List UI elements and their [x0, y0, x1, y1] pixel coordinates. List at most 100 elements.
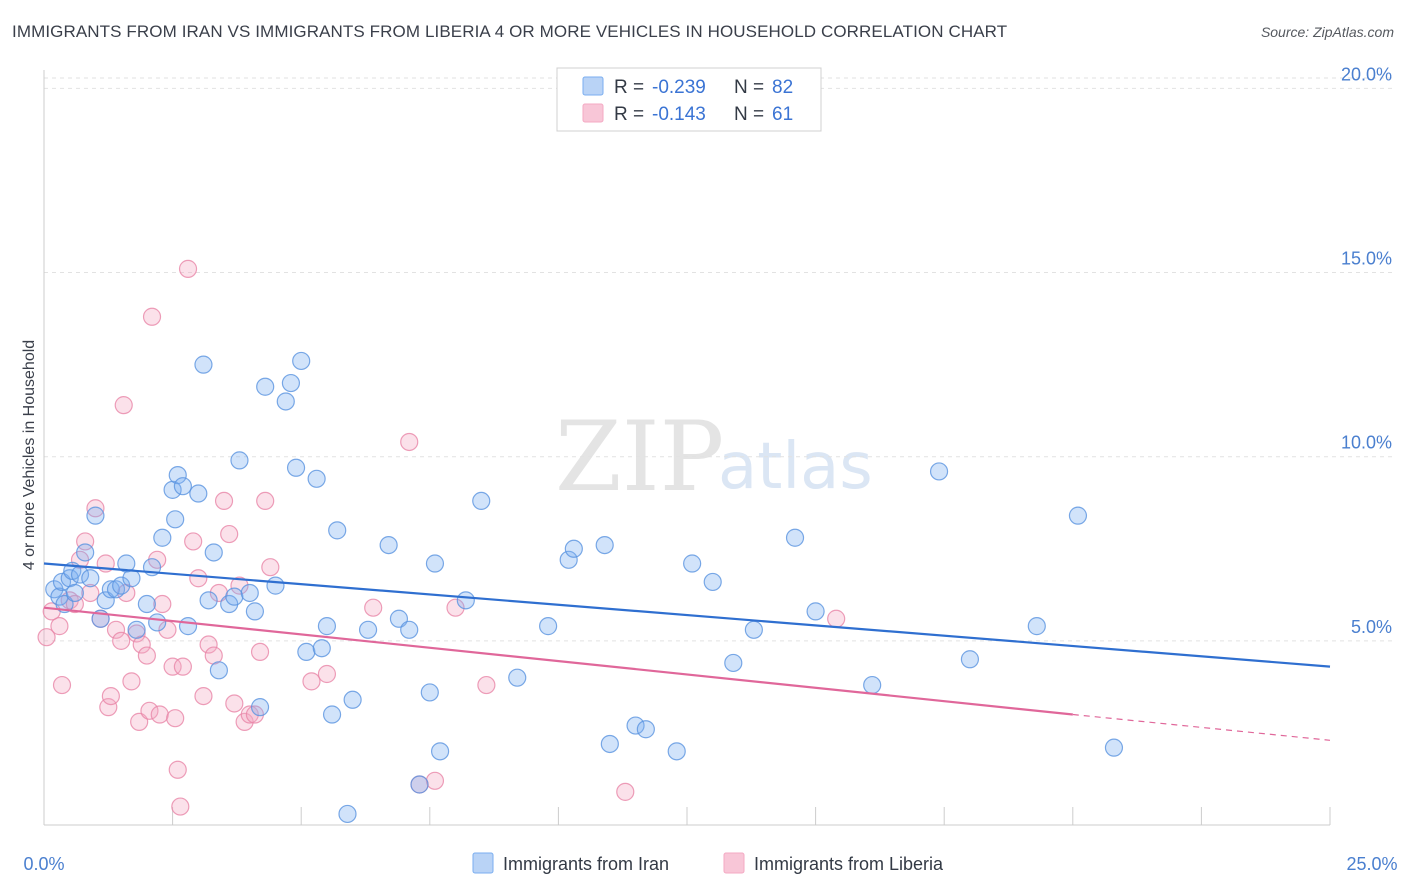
y-tick-label: 10.0% — [1341, 433, 1392, 453]
point-iran — [806, 602, 825, 621]
point-iran — [929, 462, 949, 481]
point-iran — [297, 642, 316, 662]
point-iran — [266, 576, 285, 595]
point-iran — [410, 775, 429, 794]
point-iran — [81, 569, 100, 588]
point-iran — [1027, 617, 1046, 636]
source-credit: Source: ZipAtlas.com — [1260, 24, 1394, 40]
point-iran — [508, 668, 527, 687]
point-iran — [286, 458, 306, 477]
legend-r-value-iran: -0.239 — [652, 77, 706, 98]
point-liberia — [137, 646, 156, 665]
point-iran — [785, 528, 805, 547]
point-iran — [595, 535, 614, 555]
point-liberia — [250, 642, 270, 662]
point-iran — [539, 617, 558, 636]
point-liberia — [364, 598, 383, 617]
point-iran — [148, 613, 167, 632]
point-iran — [564, 539, 583, 558]
point-iran — [240, 583, 259, 603]
point-iran — [358, 620, 378, 639]
point-liberia — [261, 558, 280, 577]
point-iran — [343, 690, 362, 709]
bottom-legend-swatch-liberia — [723, 852, 745, 874]
bottom-legend-label-liberia: Immigrants from Liberia — [754, 854, 944, 874]
point-liberia — [163, 657, 182, 676]
series-iran-points — [45, 351, 1124, 824]
y-tick-label: 5.0% — [1351, 617, 1392, 637]
point-iran — [256, 377, 275, 396]
point-iran — [472, 491, 491, 511]
point-iran — [338, 804, 357, 824]
point-liberia — [101, 686, 120, 706]
point-liberia — [256, 491, 275, 511]
point-iran — [425, 554, 445, 573]
point-iran — [430, 742, 450, 761]
point-iran — [189, 484, 208, 503]
point-liberia — [189, 569, 208, 588]
point-iran — [112, 576, 131, 595]
watermark-atlas: atlas — [718, 430, 873, 504]
point-iran — [168, 466, 187, 485]
point-liberia — [140, 701, 159, 720]
point-liberia — [214, 491, 234, 511]
point-liberia — [81, 583, 100, 603]
point-liberia — [122, 672, 141, 691]
point-iran — [225, 587, 244, 606]
point-iran — [166, 510, 185, 529]
point-iran — [199, 591, 218, 610]
point-iran — [328, 521, 347, 540]
point-iran — [307, 469, 326, 488]
point-iran — [744, 620, 763, 639]
point-liberia — [178, 259, 198, 278]
point-iran — [863, 675, 882, 695]
grid-lines — [44, 77, 1392, 642]
point-iran — [178, 617, 198, 636]
point-iran — [65, 583, 84, 603]
point-iran — [456, 591, 475, 610]
point-liberia — [86, 499, 105, 518]
point-liberia — [225, 694, 244, 713]
series-liberia-points — [37, 259, 846, 816]
trend-line-liberia-extension — [1072, 713, 1331, 741]
point-iran — [276, 392, 295, 411]
point-iran — [312, 639, 331, 658]
point-liberia — [446, 598, 465, 617]
point-liberia — [114, 396, 133, 415]
point-liberia — [400, 432, 419, 452]
legend-r-label-iran: R = — [614, 77, 644, 98]
point-iran — [1104, 738, 1124, 757]
point-liberia — [616, 782, 635, 801]
x-tick-label-min: 0.0% — [23, 854, 64, 874]
point-liberia — [230, 576, 249, 595]
point-iran — [667, 742, 686, 761]
legend-r-label-liberia: R = — [614, 104, 644, 125]
point-liberia — [240, 705, 259, 724]
point-iran — [559, 550, 578, 569]
point-liberia — [199, 635, 218, 654]
point-liberia — [142, 307, 162, 326]
point-liberia — [317, 664, 337, 684]
point-iran — [137, 594, 156, 614]
trend-line-iran — [43, 562, 1331, 668]
legend-swatch-iran — [582, 76, 604, 96]
point-iran — [683, 554, 702, 573]
point-iran — [322, 705, 342, 724]
legend-n-label-iran: N = — [734, 77, 764, 98]
point-iran — [101, 580, 120, 599]
point-liberia — [106, 620, 126, 639]
point-liberia — [184, 532, 203, 551]
point-iran — [86, 506, 105, 525]
point-liberia — [477, 675, 496, 695]
y-tick-labels: 5.0% 10.0% 15.0% 20.0% — [1341, 64, 1392, 636]
legend-r-value-liberia: -0.143 — [652, 104, 706, 125]
point-iran — [230, 451, 249, 470]
point-liberia — [168, 760, 187, 779]
point-iran — [127, 620, 146, 639]
bottom-legend-label-iran: Immigrants from Iran — [503, 854, 669, 874]
point-iran — [317, 617, 337, 636]
legend-n-value-liberia: 61 — [772, 104, 793, 125]
point-liberia — [166, 709, 185, 728]
trend-lines — [43, 562, 1331, 741]
point-iran — [209, 661, 228, 680]
